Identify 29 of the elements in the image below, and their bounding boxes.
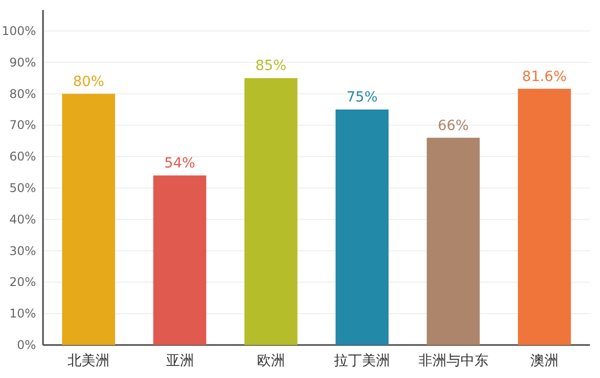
- data-label: 75%: [346, 90, 378, 106]
- bar: [153, 175, 206, 345]
- data-label: 66%: [438, 118, 469, 134]
- y-tick-label: 50%: [9, 181, 36, 195]
- y-tick-label: 70%: [9, 118, 36, 132]
- data-label: 81.6%: [522, 68, 567, 85]
- x-tick-label: 亚洲: [166, 353, 194, 369]
- y-tick-label: 10%: [9, 306, 36, 321]
- x-tick-label: 澳洲: [530, 353, 558, 369]
- y-tick-label: 90%: [9, 55, 36, 70]
- y-tick-label: 60%: [9, 150, 36, 164]
- bar: [244, 78, 298, 345]
- x-tick-label: 拉丁美洲: [334, 353, 390, 369]
- y-tick-label: 100%: [2, 24, 36, 38]
- x-tick-label: 非洲与中东: [418, 353, 488, 369]
- bar: [518, 88, 571, 345]
- y-tick-label: 20%: [9, 275, 36, 290]
- x-tick-label: 北美洲: [68, 353, 110, 369]
- y-tick-label: 80%: [9, 86, 36, 101]
- bar: [62, 94, 116, 345]
- bar: [426, 138, 480, 345]
- data-label: 54%: [164, 155, 196, 172]
- data-label: 80%: [73, 74, 104, 90]
- x-tick-label: 欧洲: [256, 353, 285, 369]
- y-tick-label: 0%: [16, 338, 36, 352]
- y-tick-label: 30%: [9, 244, 36, 258]
- y-tick-label: 40%: [9, 212, 36, 226]
- bar: [336, 110, 389, 345]
- data-label: 85%: [255, 58, 286, 74]
